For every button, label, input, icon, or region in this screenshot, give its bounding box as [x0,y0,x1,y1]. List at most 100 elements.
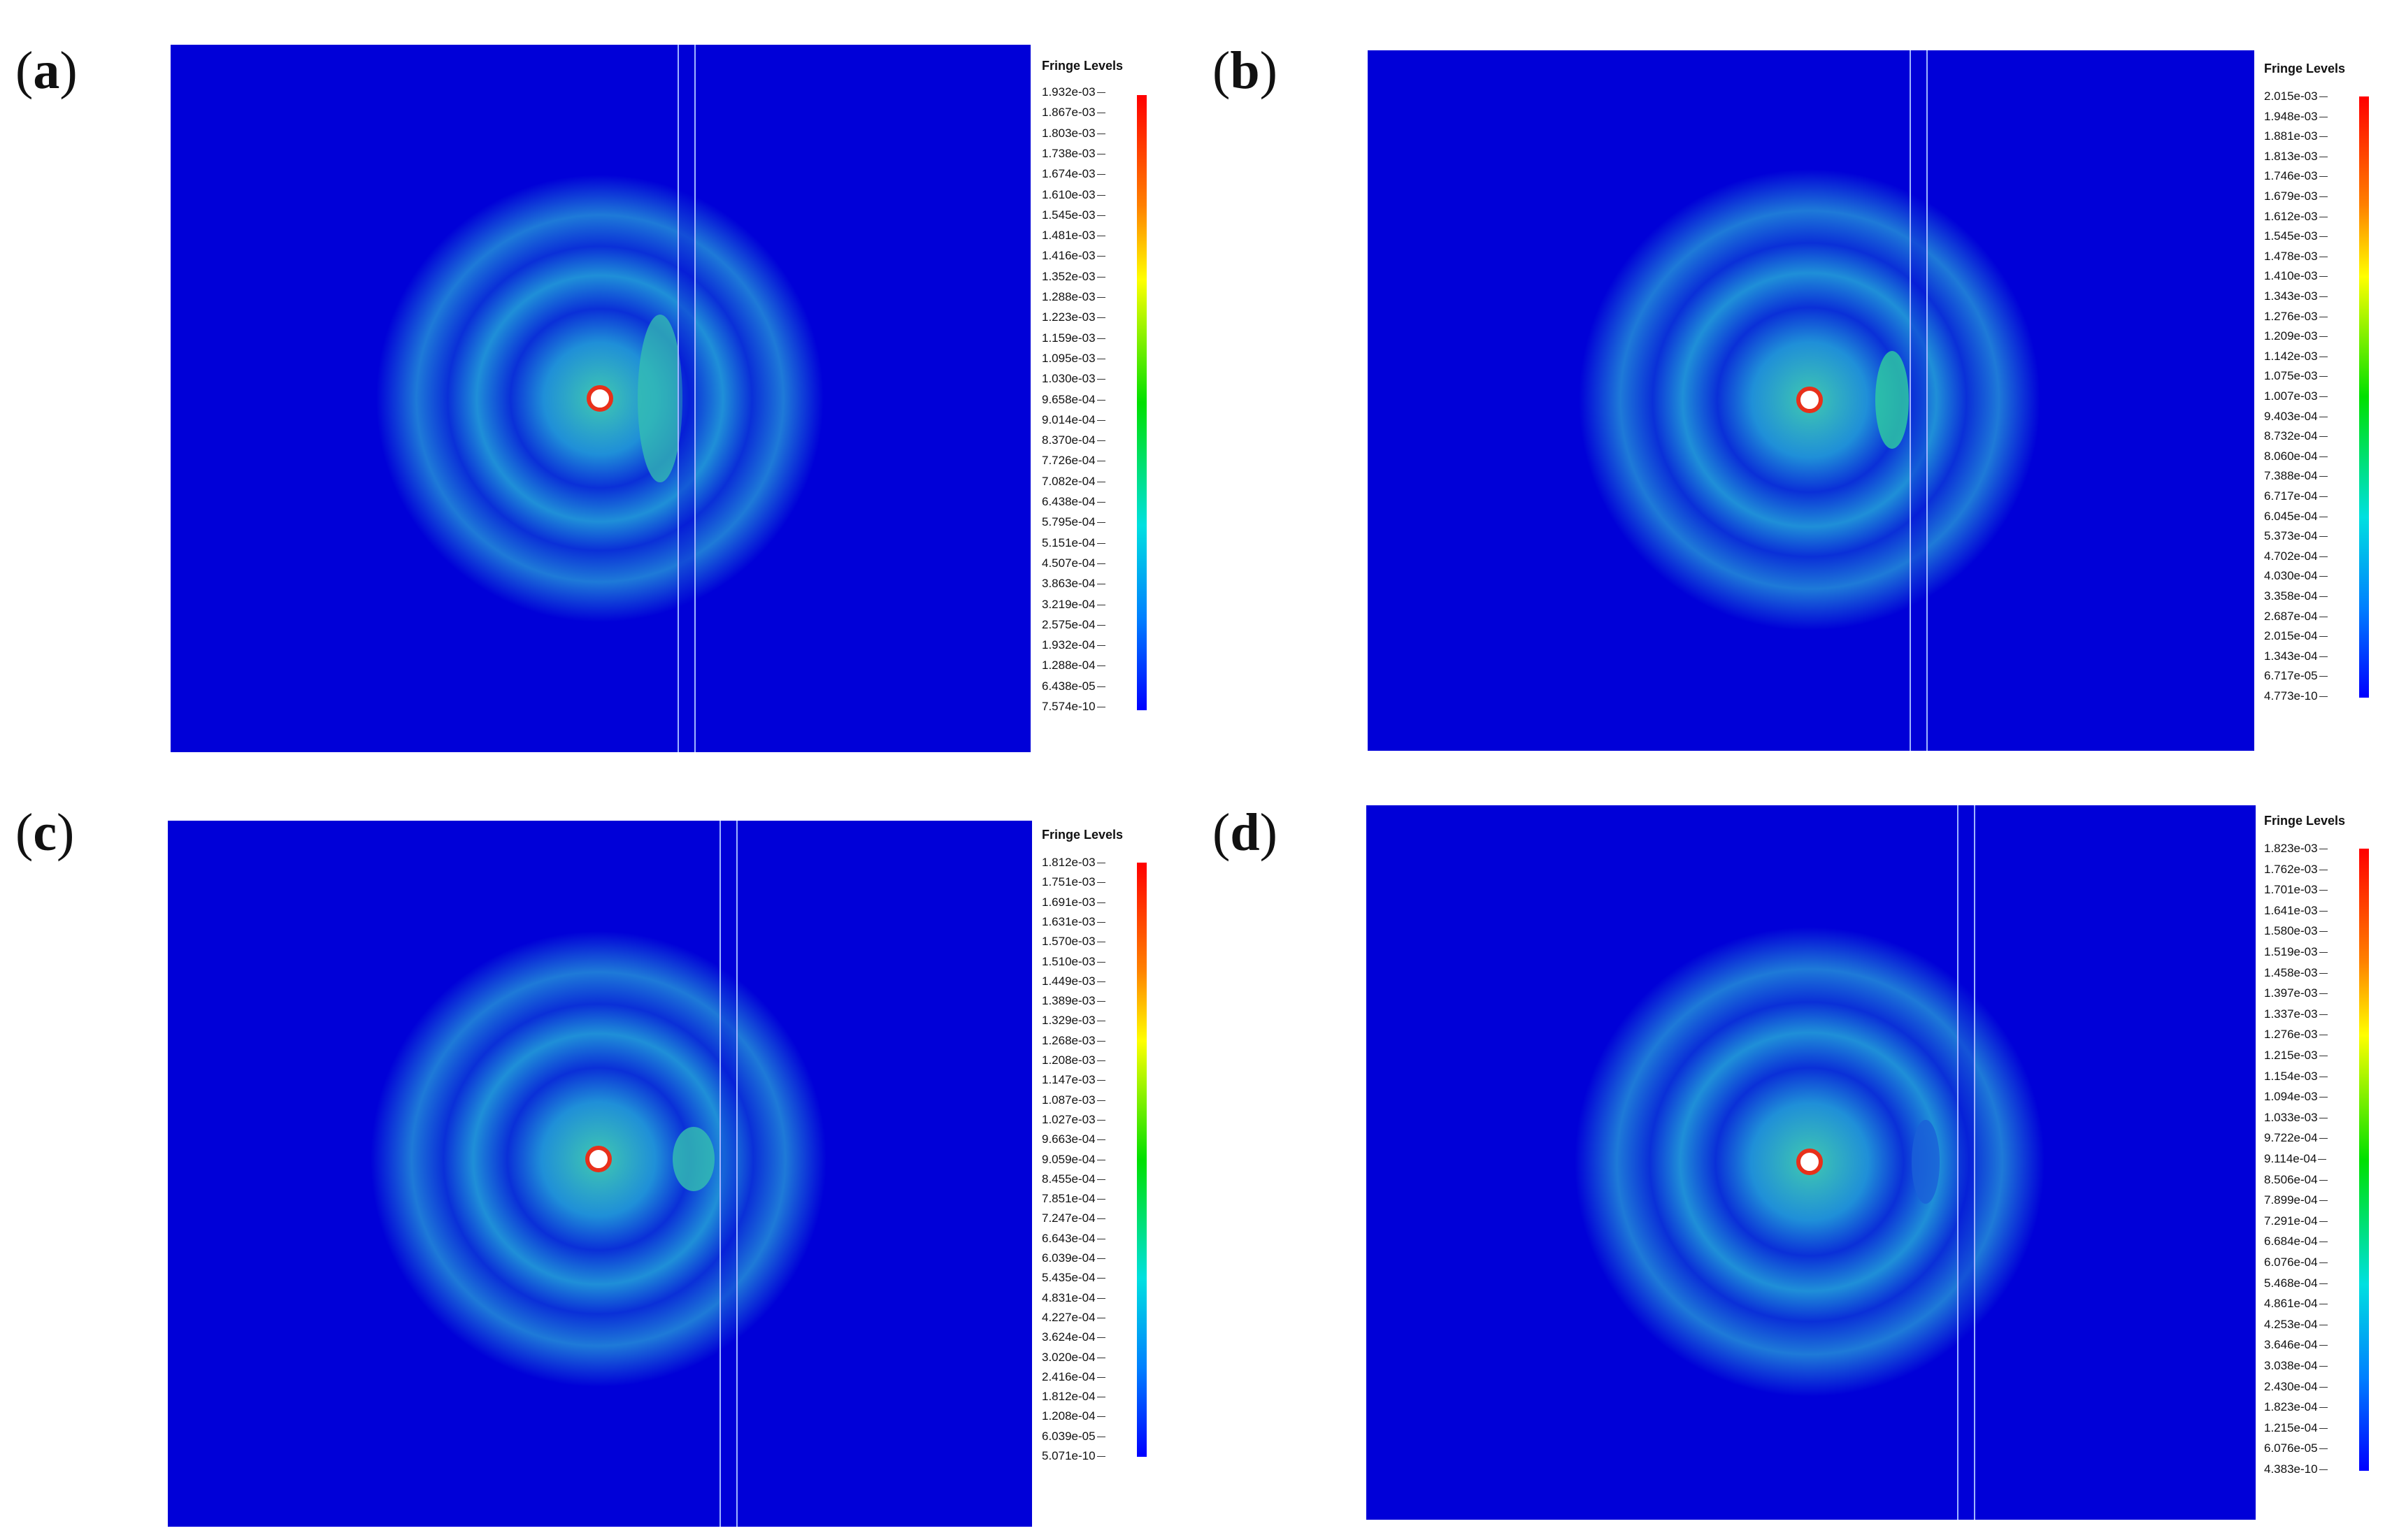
colorbar-tick-label: 4.773e-10 [2264,689,2328,703]
colorbar-tick-label: 1.691e-03 [1042,895,1105,909]
colorbar-tick-label: 6.438e-05 [1042,679,1105,693]
colorbar-tick-label: 9.059e-04 [1042,1152,1105,1166]
colorbar-tick-label: 1.701e-03 [2264,883,2328,897]
colorbar-tick-label: 3.863e-04 [1042,577,1105,591]
colorbar-tick-label: 1.812e-03 [1042,856,1105,869]
panel-c-colorbar-gradient [1137,863,1147,1457]
colorbar-tick-label: 1.631e-03 [1042,914,1105,928]
colorbar-tick-label: 1.397e-03 [2264,986,2328,1000]
panel-c-colorbar: Fringe Levels 1.812e-03 1.751e-03 1.691e-0… [1042,828,1168,1471]
colorbar-tick-label: 1.075e-03 [2264,369,2328,383]
colorbar-tick-label: 5.795e-04 [1042,515,1105,529]
panel-a-wave-field [376,45,824,752]
panel-a-legend-title: Fringe Levels [1042,59,1124,73]
colorbar-tick-label: 4.030e-04 [2264,569,2328,583]
colorbar-tick-label: 3.038e-04 [2264,1359,2328,1372]
colorbar-tick-label: 1.679e-03 [2264,189,2328,203]
colorbar-tick-label: 7.247e-04 [1042,1211,1105,1225]
colorbar-tick-label: 1.478e-03 [2264,249,2328,263]
colorbar-tick-label: 1.268e-03 [1042,1033,1105,1047]
colorbar-tick-label: 4.253e-04 [2264,1317,2328,1331]
colorbar-tick-label: 9.014e-04 [1042,412,1105,426]
colorbar-tick-label: 6.717e-04 [2264,489,2328,503]
colorbar-tick-label: 8.370e-04 [1042,433,1105,447]
colorbar-tick-label: 1.288e-03 [1042,290,1105,303]
colorbar-tick-label: 2.416e-04 [1042,1369,1105,1383]
panel-d-colorbar-gradient [2359,849,2369,1471]
colorbar-tick-label: 9.663e-04 [1042,1132,1105,1146]
colorbar-tick-label: 1.751e-03 [1042,875,1105,889]
colorbar-tick-label: 1.087e-03 [1042,1093,1105,1107]
colorbar-tick-label: 2.015e-04 [2264,629,2328,643]
colorbar-tick-label: 1.746e-03 [2264,169,2328,183]
colorbar-tick-label: 8.455e-04 [1042,1172,1105,1186]
colorbar-tick-label: 1.823e-03 [2264,842,2328,855]
colorbar-tick-label: 1.580e-03 [2264,924,2328,938]
panel-b-colorbar: Fringe Levels 2.015e-03 1.948e-03 1.881e-0… [2264,62,2390,719]
panel-c-label: (c) [15,803,75,862]
colorbar-tick-label: 1.641e-03 [2264,903,2328,917]
colorbar-tick-label: 1.674e-03 [1042,167,1105,181]
panel-a-label: (a) [15,41,78,100]
colorbar-tick-label: 9.658e-04 [1042,392,1105,406]
colorbar-tick-label: 9.114e-04 [2264,1152,2327,1165]
colorbar-tick-label: 1.094e-03 [2264,1090,2328,1104]
colorbar-tick-label: 7.726e-04 [1042,454,1105,468]
colorbar-tick-label: 1.030e-03 [1042,372,1105,386]
colorbar-tick-label: 5.151e-04 [1042,535,1105,549]
colorbar-tick-label: 5.373e-04 [2264,529,2328,543]
colorbar-tick-label: 3.020e-04 [1042,1350,1105,1364]
colorbar-tick-label: 2.575e-04 [1042,617,1105,631]
panel-c-wave-field [371,821,826,1527]
colorbar-tick-label: 3.646e-04 [2264,1338,2328,1352]
colorbar-tick-label: 6.039e-04 [1042,1251,1105,1265]
colorbar-tick-label: 5.435e-04 [1042,1271,1105,1285]
colorbar-tick-label: 1.416e-03 [1042,249,1105,263]
colorbar-tick-label: 8.506e-04 [2264,1172,2328,1186]
colorbar-tick-label: 1.881e-03 [2264,129,2328,143]
colorbar-tick-label: 1.208e-03 [1042,1053,1105,1067]
panel-b-wave-field [1579,50,2040,751]
colorbar-tick-label: 6.438e-04 [1042,495,1105,508]
colorbar-tick-label: 1.458e-03 [2264,965,2328,979]
colorbar-tick-label: 2.015e-03 [2264,89,2328,103]
colorbar-tick-label: 8.732e-04 [2264,429,2328,443]
colorbar-tick-label: 7.082e-04 [1042,474,1105,488]
colorbar-tick-label: 8.060e-04 [2264,449,2328,463]
colorbar-tick-label: 1.209e-03 [2264,329,2328,343]
colorbar-tick-label: 1.519e-03 [2264,945,2328,958]
colorbar-tick-label: 1.738e-03 [1042,146,1105,160]
panel-d-colorbar: Fringe Levels 1.823e-03 1.762e-03 1.701e-0… [2264,814,2390,1485]
colorbar-tick-label: 3.219e-04 [1042,597,1105,611]
panel-b-legend-title: Fringe Levels [2264,62,2346,75]
colorbar-tick-label: 4.383e-10 [2264,1462,2328,1476]
colorbar-tick-label: 1.813e-03 [2264,149,2328,163]
colorbar-tick-label: 1.932e-04 [1042,638,1105,652]
colorbar-tick-label: 1.343e-04 [2264,649,2328,663]
colorbar-tick-label: 1.410e-03 [2264,269,2328,283]
colorbar-tick-label: 7.388e-04 [2264,469,2328,483]
colorbar-tick-label: 4.227e-04 [1042,1310,1105,1324]
colorbar-tick-label: 9.403e-04 [2264,409,2328,423]
colorbar-tick-label: 1.007e-03 [2264,389,2328,403]
colorbar-tick-label: 1.610e-03 [1042,187,1105,201]
colorbar-tick-label: 6.076e-05 [2264,1441,2328,1455]
colorbar-tick-label: 1.932e-03 [1042,85,1105,99]
colorbar-tick-label: 1.570e-03 [1042,935,1105,949]
colorbar-tick-label: 6.039e-05 [1042,1429,1105,1443]
colorbar-tick-label: 1.823e-04 [2264,1400,2328,1414]
colorbar-tick-label: 1.288e-04 [1042,659,1105,672]
colorbar-tick-label: 1.223e-03 [1042,310,1105,324]
colorbar-tick-label: 4.861e-04 [2264,1297,2328,1311]
colorbar-tick-label: 1.276e-03 [2264,1028,2328,1042]
colorbar-tick-label: 6.045e-04 [2264,509,2328,523]
colorbar-tick-label: 2.687e-04 [2264,609,2328,623]
panel-d-wave-field [1575,805,2044,1520]
colorbar-tick-label: 1.762e-03 [2264,862,2328,876]
colorbar-tick-label: 1.481e-03 [1042,229,1105,243]
colorbar-tick-label: 1.276e-03 [2264,309,2328,323]
colorbar-tick-label: 1.329e-03 [1042,1014,1105,1028]
colorbar-tick-label: 4.831e-04 [1042,1290,1105,1304]
colorbar-tick-label: 2.430e-04 [2264,1379,2328,1393]
colorbar-tick-label: 5.468e-04 [2264,1276,2328,1290]
